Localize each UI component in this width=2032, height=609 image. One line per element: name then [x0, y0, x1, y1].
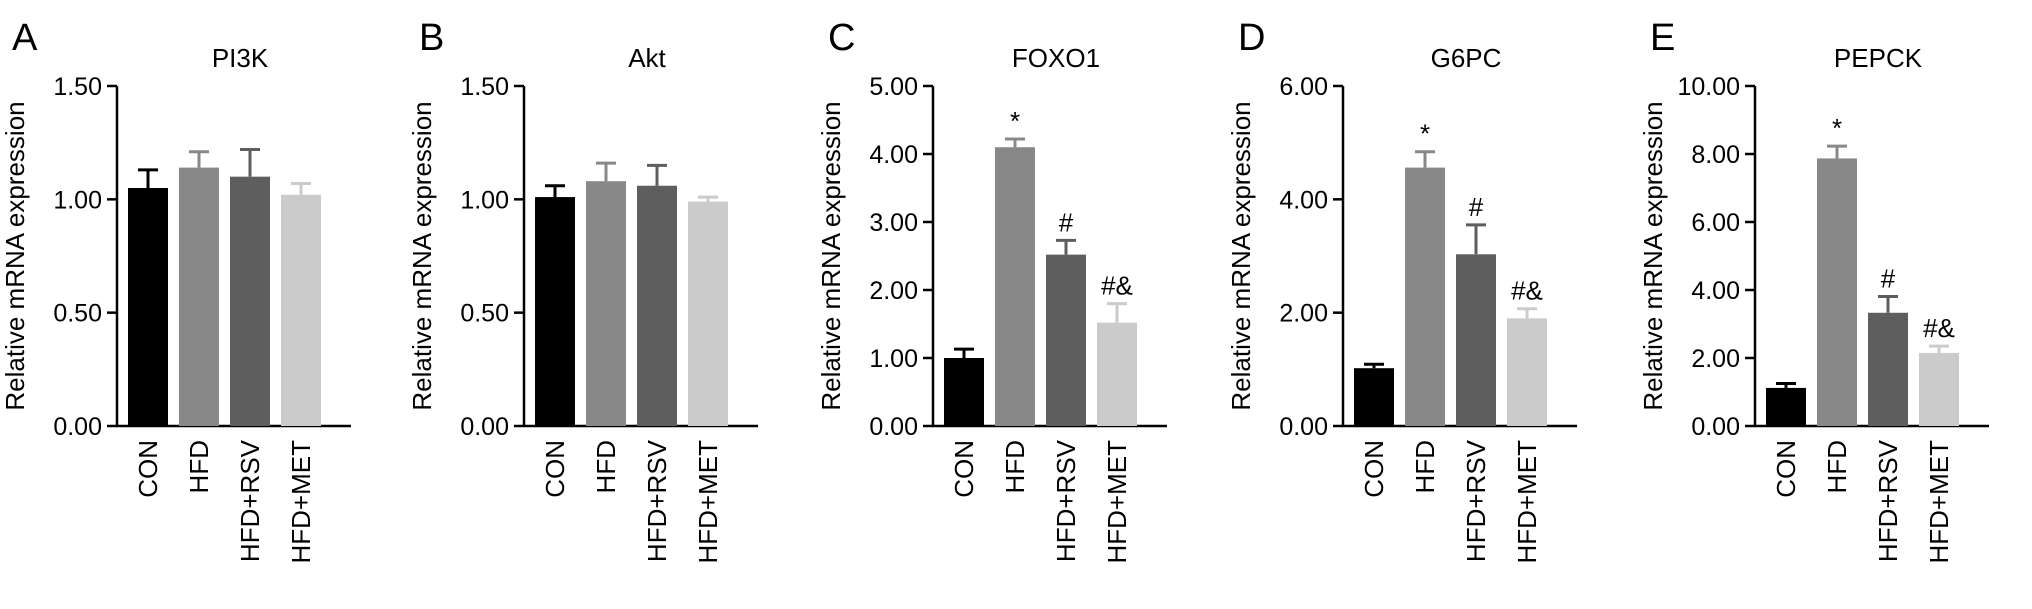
bar-hfd-rsv [1046, 254, 1086, 426]
significance-label: # [1469, 192, 1484, 222]
y-tick-label: 10.00 [1677, 73, 1740, 101]
y-tick-label: 2.00 [1279, 300, 1328, 328]
x-tick-label: CON [540, 440, 570, 498]
y-tick-label: 0.50 [460, 300, 509, 328]
chart-panel-b: B Akt 0.00 0.50 1.00 1.50 Relative mRNA expres… [407, 17, 758, 564]
bar-hfd [1405, 167, 1445, 426]
x-tick-label: HFD+MET [693, 440, 723, 564]
panel-label: B [419, 17, 444, 59]
x-tick-label: HFD+RSV [235, 439, 265, 562]
bar-hfd [1817, 158, 1857, 427]
panel-label: D [1238, 17, 1265, 59]
y-tick-label: 1.00 [460, 186, 509, 214]
x-tick-label: CON [1771, 440, 1801, 498]
bar-con [535, 197, 575, 426]
significance-label: # [1059, 207, 1074, 237]
x-tick-label: HFD+RSV [642, 439, 672, 562]
y-tick-label: 2.00 [869, 277, 918, 305]
significance-label: #& [1511, 276, 1543, 306]
chart-panel-d: D G6PC 0.00 2.00 4.00 6.00 Relative mRNA expre… [1226, 17, 1577, 564]
y-tick-label: 4.00 [869, 141, 918, 169]
y-axis-label: Relative mRNA expression [1226, 101, 1256, 410]
chart-title: PI3K [212, 43, 269, 73]
x-tick-label: HFD+MET [1102, 440, 1132, 564]
bar-con [1354, 368, 1394, 426]
x-tick-label: HFD [591, 440, 621, 493]
y-axis-label: Relative mRNA expression [0, 101, 30, 410]
chart-title: FOXO1 [1012, 43, 1100, 73]
bar-hfd-rsv [1456, 254, 1496, 426]
y-tick-label: 0.00 [53, 413, 102, 441]
bar-con [128, 188, 168, 426]
bar-hfd-rsv [637, 185, 677, 426]
significance-label: #& [1923, 313, 1955, 343]
x-tick-label: HFD [1822, 440, 1852, 493]
y-tick-label: 0.00 [1691, 413, 1740, 441]
significance-label: * [1832, 113, 1842, 143]
chart-title: PEPCK [1834, 43, 1923, 73]
panel-label: E [1650, 17, 1675, 59]
significance-label: #& [1101, 271, 1133, 301]
x-tick-label: HFD+MET [1512, 440, 1542, 564]
y-tick-label: 1.00 [53, 186, 102, 214]
y-tick-label: 0.00 [1279, 413, 1328, 441]
x-tick-label: HFD+RSV [1051, 439, 1081, 562]
y-tick-label: 0.00 [460, 413, 509, 441]
x-tick-label: HFD+RSV [1461, 439, 1491, 562]
bar-hfd-met [1097, 322, 1137, 426]
significance-label: * [1420, 119, 1430, 149]
y-tick-label: 0.00 [869, 413, 918, 441]
x-tick-label: HFD [184, 440, 214, 493]
y-tick-label: 0.50 [53, 300, 102, 328]
chart-title: G6PC [1431, 43, 1502, 73]
bar-hfd-met [281, 194, 321, 426]
chart-panel-c: C FOXO1 0.00 1.00 2.00 3.00 4.00 5.00 Relative m… [816, 17, 1167, 564]
y-tick-label: 3.00 [869, 209, 918, 237]
y-tick-label: 6.00 [1691, 209, 1740, 237]
y-tick-label: 8.00 [1691, 141, 1740, 169]
y-tick-label: 5.00 [869, 73, 918, 101]
x-tick-label: HFD+MET [286, 440, 316, 564]
bar-hfd [586, 181, 626, 426]
x-tick-label: HFD+RSV [1873, 439, 1903, 562]
panel-label: C [828, 17, 855, 59]
y-axis-label: Relative mRNA expression [816, 101, 846, 410]
y-axis-label: Relative mRNA expression [1638, 101, 1668, 410]
y-axis-label: Relative mRNA expression [407, 101, 437, 410]
y-tick-label: 1.50 [460, 73, 509, 101]
chart-panel-e: E PEPCK 0.00 2.00 4.00 6.00 8.00 10.00 Relative … [1638, 17, 1989, 564]
chart-title: Akt [628, 43, 666, 73]
x-tick-label: CON [133, 440, 163, 498]
chart-panel-a: A PI3K 0.00 0.50 1.00 1.50 Relative mRNA expre… [0, 17, 351, 564]
bar-hfd [179, 167, 219, 426]
y-tick-label: 4.00 [1691, 277, 1740, 305]
x-tick-label: HFD [1000, 440, 1030, 493]
bar-con [944, 358, 984, 426]
x-tick-label: HFD [1410, 440, 1440, 493]
significance-label: * [1010, 106, 1020, 136]
y-tick-label: 1.50 [53, 73, 102, 101]
bar-hfd-met [1507, 318, 1547, 426]
bar-hfd-rsv [1868, 312, 1908, 426]
x-tick-label: CON [949, 440, 979, 498]
y-tick-label: 4.00 [1279, 186, 1328, 214]
panel-label: A [12, 17, 38, 59]
bar-hfd-met [1919, 352, 1959, 426]
bar-con [1766, 387, 1806, 426]
y-tick-label: 1.00 [869, 345, 918, 373]
x-tick-label: HFD+MET [1924, 440, 1954, 564]
x-tick-label: CON [1359, 440, 1389, 498]
bar-hfd-met [688, 201, 728, 426]
bar-hfd [995, 147, 1035, 426]
y-tick-label: 2.00 [1691, 345, 1740, 373]
bar-hfd-rsv [230, 176, 270, 426]
y-tick-label: 6.00 [1279, 73, 1328, 101]
significance-label: # [1881, 263, 1896, 293]
